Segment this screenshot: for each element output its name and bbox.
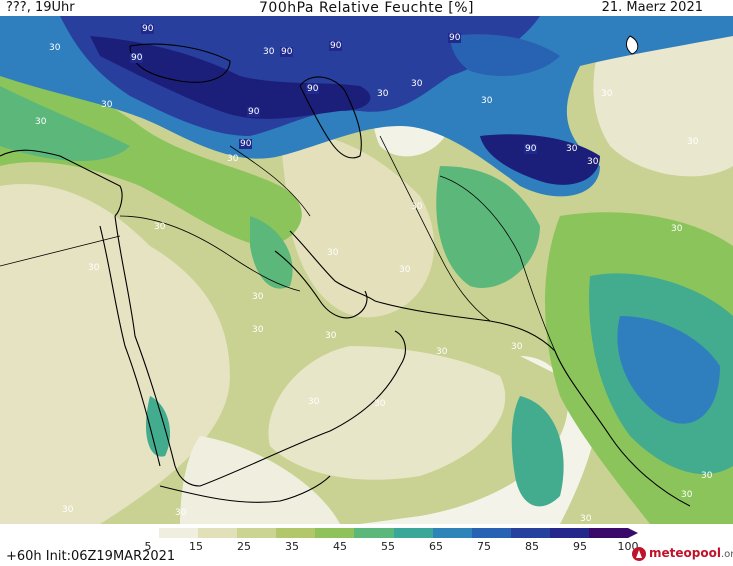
- colorbar-segment: [471, 528, 511, 538]
- colorbar-segment: [354, 528, 394, 538]
- colorbar-tick-label: 85: [525, 540, 539, 553]
- init-time: +60h Init:06Z19MAR2021: [6, 549, 176, 564]
- colorbar-tick-label: 45: [333, 540, 347, 553]
- colorbar-segment: [510, 528, 550, 538]
- forecast-date: 21. Maerz 2021: [601, 0, 703, 15]
- forecast-time: ???, 19Uhr: [6, 0, 75, 15]
- header: ???, 19Uhr 700hPa Relative Feuchte [%] 2…: [0, 0, 733, 16]
- colorbar-segment: [159, 528, 199, 538]
- colorbar-tick-label: 5: [144, 540, 152, 553]
- coastlines: [0, 43, 691, 507]
- colorbar-ticks: 5 15 25 35 45 55 65 75 85 95 100: [120, 540, 639, 554]
- colorbar-tick-label: 25: [237, 540, 251, 553]
- colorbar-segment: [198, 528, 238, 538]
- colorbar-segment: [120, 528, 160, 538]
- colorbar-segment: [237, 528, 277, 538]
- colorbar-tick-label: 65: [429, 540, 443, 553]
- colorbar: [120, 528, 638, 538]
- brand-name: meteopool.org: [649, 546, 733, 560]
- colorbar-segment: [549, 528, 589, 538]
- colorbar-segment: [276, 528, 316, 538]
- colorbar-segment: [393, 528, 433, 538]
- colorbar-arrow: [628, 528, 638, 538]
- colorbar-tick-label: 55: [381, 540, 395, 553]
- brand-logo[interactable]: meteopool.org: [632, 546, 733, 564]
- colorbar-tick-label: 15: [189, 540, 203, 553]
- colorbar-tick-label: 75: [477, 540, 491, 553]
- colorbar-tick-label: 95: [573, 540, 587, 553]
- meteopool-logo-icon: [632, 547, 646, 561]
- colorbar-segment: [315, 528, 355, 538]
- colorbar-segment: [588, 528, 629, 538]
- brand-suffix: .org: [720, 549, 733, 560]
- colorbar-tick-label: 35: [285, 540, 299, 553]
- brand-text: meteopool: [649, 546, 721, 560]
- humidity-map[interactable]: 90 90 90 90 90 90 90 90 90 30 30 30 30 3…: [0, 16, 733, 524]
- colorbar-segment: [432, 528, 472, 538]
- map-title: 700hPa Relative Feuchte [%]: [259, 0, 474, 16]
- map-field: [0, 16, 733, 524]
